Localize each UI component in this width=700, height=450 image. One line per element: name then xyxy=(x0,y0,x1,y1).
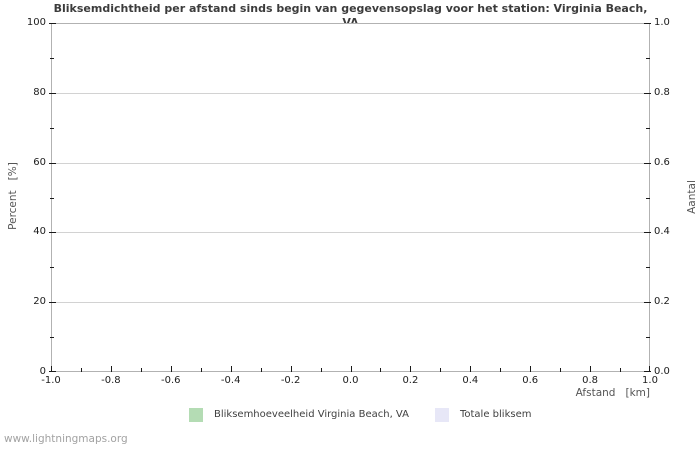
x-tick-label: 0.2 xyxy=(402,375,419,386)
y-minor-tick xyxy=(50,337,54,339)
x-minor-tick xyxy=(80,368,82,372)
gridline xyxy=(52,92,649,94)
x-minor-tick xyxy=(440,368,442,372)
x-minor-tick xyxy=(560,368,562,372)
legend-label: Bliksemhoeveelheid Virginia Beach, VA xyxy=(214,409,409,420)
legend: Bliksemhoeveelheid Virginia Beach, VA Tot… xyxy=(189,408,531,422)
y-tick-label: 80 xyxy=(33,86,46,98)
x-tick xyxy=(649,366,650,372)
gridline xyxy=(52,232,649,234)
x-tick xyxy=(230,366,232,372)
y-tick xyxy=(644,302,651,304)
x-tick xyxy=(51,366,52,372)
y-minor-tick xyxy=(50,197,54,199)
y-tick xyxy=(644,23,651,24)
x-tick-label: 0.6 xyxy=(522,375,539,386)
y-minor-tick xyxy=(646,127,650,129)
gridline xyxy=(52,162,649,164)
y-minor-tick xyxy=(646,337,650,339)
x-minor-tick xyxy=(260,368,262,372)
x-minor-tick xyxy=(200,368,202,372)
y-tick-label: 0.8 xyxy=(654,86,670,98)
y-minor-tick xyxy=(646,267,650,269)
y-tick-label: 1.0 xyxy=(654,17,670,28)
x-tick xyxy=(110,366,112,372)
x-tick-label: -0.2 xyxy=(280,375,301,386)
x-tick-label: -0.8 xyxy=(101,375,121,386)
legend-swatch xyxy=(189,408,203,422)
x-tick xyxy=(170,366,172,372)
y-minor-tick xyxy=(646,197,650,199)
x-tick xyxy=(290,366,292,372)
x-tick xyxy=(350,366,352,372)
y-tick xyxy=(49,162,56,164)
watermark: www.lightningmaps.org xyxy=(4,433,128,445)
x-tick-label: -1.0 xyxy=(41,375,61,386)
x-minor-tick xyxy=(500,368,502,372)
x-tick xyxy=(530,366,532,372)
gridline xyxy=(52,302,649,304)
y-tick-label: 20 xyxy=(33,296,46,308)
y-axis-label-right: Aantal xyxy=(686,180,698,214)
y-tick xyxy=(49,302,56,304)
y-tick xyxy=(49,371,56,372)
y-tick-label: 0.2 xyxy=(654,296,670,308)
y-tick xyxy=(49,92,56,94)
x-minor-tick xyxy=(320,368,322,372)
x-tick xyxy=(590,366,592,372)
y-tick xyxy=(49,232,56,234)
x-minor-tick xyxy=(140,368,142,372)
y-tick-label: 0.6 xyxy=(654,156,670,168)
x-tick-label: 0.8 xyxy=(582,375,599,386)
legend-swatch xyxy=(434,408,449,422)
y-tick xyxy=(644,371,651,372)
x-tick xyxy=(410,366,412,372)
x-tick-label: 0.0 xyxy=(342,375,359,386)
y-axis-label-left: Percent [%] xyxy=(7,162,19,230)
y-tick xyxy=(644,162,651,164)
y-tick xyxy=(49,23,56,24)
legend-item: Bliksemhoeveelheid Virginia Beach, VA xyxy=(189,408,409,422)
y-minor-tick xyxy=(646,57,650,59)
y-tick-label: 0 xyxy=(39,366,46,377)
y-tick-label: 60 xyxy=(33,156,46,168)
y-tick xyxy=(644,92,651,94)
x-tick xyxy=(470,366,472,372)
y-tick-label: 40 xyxy=(33,226,46,238)
y-minor-tick xyxy=(50,57,54,59)
x-tick-label: 0.4 xyxy=(462,375,479,386)
y-tick-label: 0.4 xyxy=(654,226,670,238)
x-tick-label: 1.0 xyxy=(642,375,658,386)
x-tick-label: -0.6 xyxy=(161,375,181,386)
y-minor-tick xyxy=(50,267,54,269)
x-minor-tick xyxy=(620,368,622,372)
x-axis-label: Afstand [km] xyxy=(575,387,650,399)
x-minor-tick xyxy=(380,368,382,372)
plot-area xyxy=(51,23,650,372)
legend-label: Totale bliksem xyxy=(459,409,532,420)
legend-item: Totale bliksem xyxy=(434,408,532,422)
y-tick xyxy=(644,232,651,234)
x-tick-label: -0.4 xyxy=(220,375,241,386)
y-tick-label: 100 xyxy=(26,17,46,28)
y-minor-tick xyxy=(50,127,54,129)
y-tick-label: 0.0 xyxy=(654,366,670,377)
